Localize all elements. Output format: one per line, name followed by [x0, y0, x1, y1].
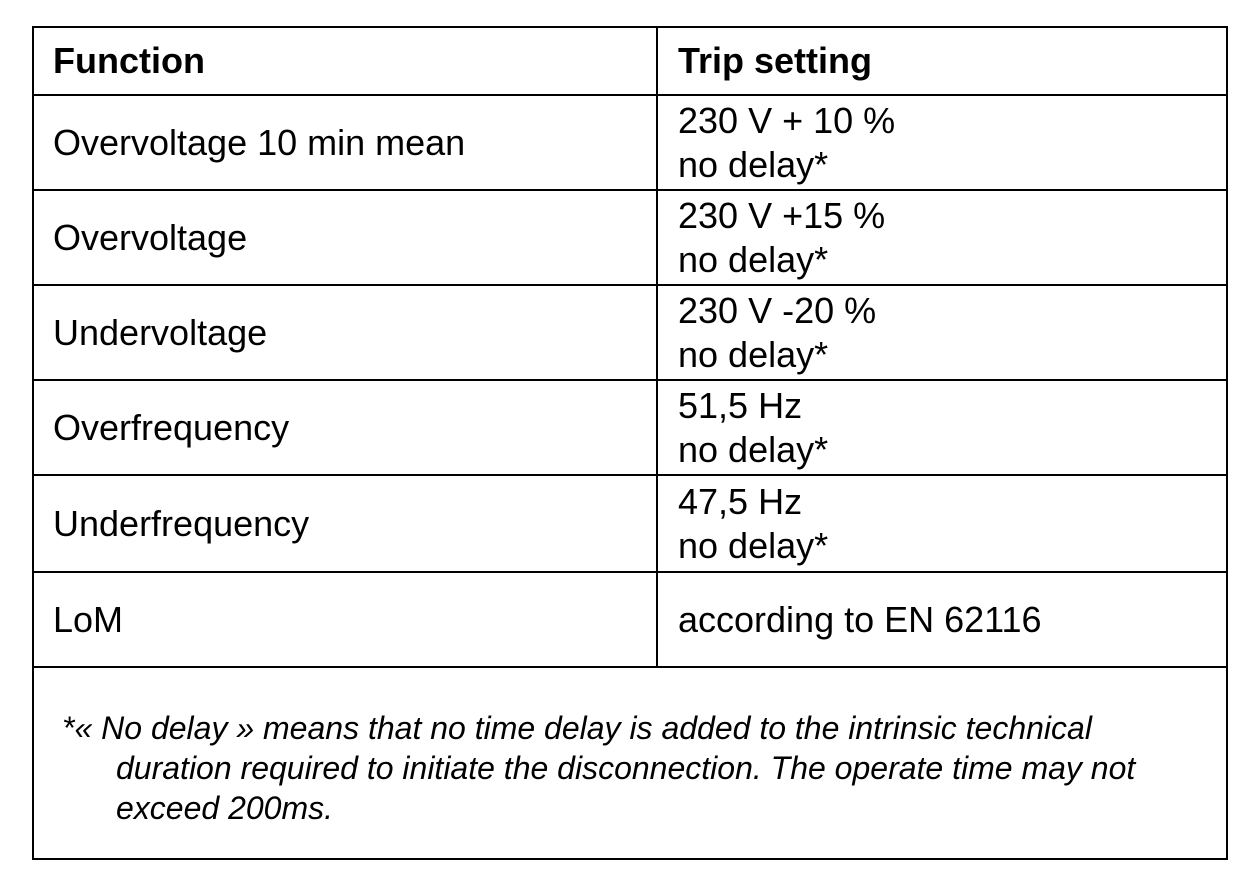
function-cell: Overfrequency [34, 381, 658, 474]
trip-setting-value: according to EN 62116 [678, 598, 1042, 640]
table-row: LoM according to EN 62116 [34, 573, 1226, 668]
table-header-row: Function Trip setting [34, 28, 1226, 96]
function-cell: Overvoltage 10 min mean [34, 96, 658, 189]
function-cell: LoM [34, 573, 658, 666]
trip-settings-table: Function Trip setting Overvoltage 10 min… [32, 26, 1228, 860]
function-cell: Underfrequency [34, 476, 658, 571]
function-cell: Undervoltage [34, 286, 658, 379]
trip-setting-delay: no delay* [678, 143, 829, 185]
table-row: Overfrequency 51,5 Hz no delay* [34, 381, 1226, 476]
trip-setting-value: 230 V + 10 % [678, 99, 896, 141]
trip-setting-cell: 230 V -20 % no delay* [658, 286, 1226, 379]
trip-setting-delay: no delay* [678, 428, 829, 470]
trip-setting-cell: 51,5 Hz no delay* [658, 381, 1226, 474]
trip-setting-delay: no delay* [678, 333, 829, 375]
trip-setting-value: 51,5 Hz [678, 384, 803, 426]
trip-setting-delay: no delay* [678, 524, 829, 566]
trip-setting-cell: according to EN 62116 [658, 573, 1226, 666]
function-cell: Overvoltage [34, 191, 658, 284]
trip-setting-value: 47,5 Hz [678, 480, 803, 522]
trip-setting-delay: no delay* [678, 238, 829, 280]
trip-setting-cell: 230 V +15 % no delay* [658, 191, 1226, 284]
footnote: *« No delay » means that no time delay i… [34, 668, 1226, 858]
table-row: Underfrequency 47,5 Hz no delay* [34, 476, 1226, 573]
trip-setting-value: 230 V +15 % [678, 194, 886, 236]
trip-setting-cell: 230 V + 10 % no delay* [658, 96, 1226, 189]
table-row: Overvoltage 10 min mean 230 V + 10 % no … [34, 96, 1226, 191]
header-function: Function [34, 28, 658, 94]
trip-setting-cell: 47,5 Hz no delay* [658, 476, 1226, 571]
table-row: Undervoltage 230 V -20 % no delay* [34, 286, 1226, 381]
footnote-text: *« No delay » means that no time delay i… [62, 710, 1136, 826]
header-trip-setting: Trip setting [678, 40, 873, 81]
table-row: Overvoltage 230 V +15 % no delay* [34, 191, 1226, 286]
trip-setting-value: 230 V -20 % [678, 289, 877, 331]
